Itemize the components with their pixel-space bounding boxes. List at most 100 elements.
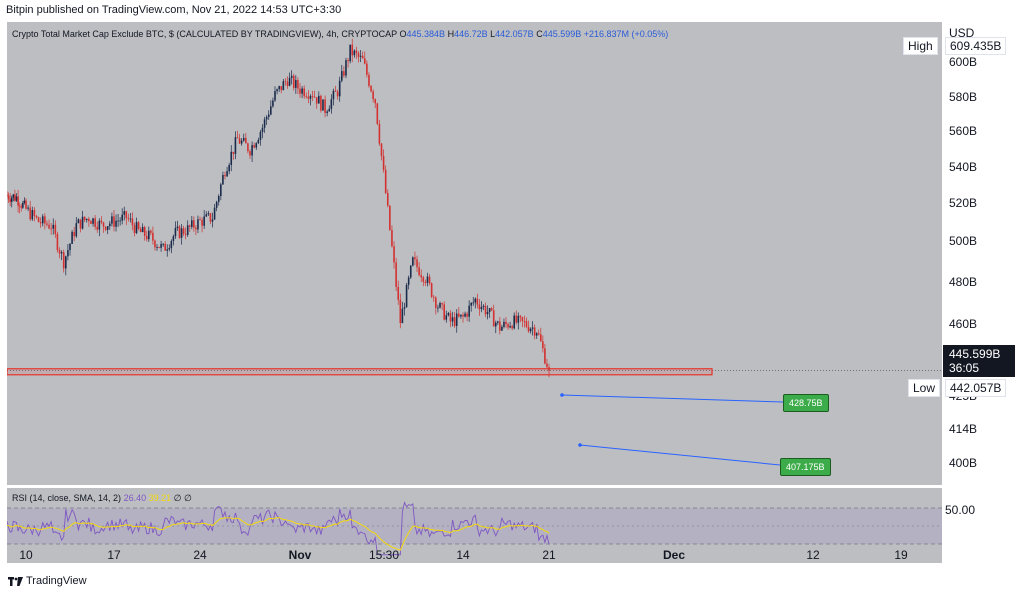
candle-body xyxy=(60,252,63,254)
candle-body xyxy=(519,315,522,318)
candle-body xyxy=(284,81,287,83)
candle-body xyxy=(98,220,101,230)
candle-body xyxy=(77,219,80,224)
support-zone xyxy=(7,368,713,376)
candle-body xyxy=(184,233,187,235)
candles-layer xyxy=(7,38,550,378)
candle-body xyxy=(340,71,343,81)
candle-body xyxy=(305,96,308,97)
y-tick: 560B xyxy=(949,124,978,138)
high-tag-label: High xyxy=(903,37,938,55)
rsi-empty2: ∅ xyxy=(184,493,192,503)
candle-body xyxy=(328,108,331,112)
candle-body xyxy=(15,196,18,201)
candle-body xyxy=(172,236,175,241)
candle-body xyxy=(10,197,13,202)
candle-body xyxy=(542,341,544,349)
candle-body xyxy=(83,216,86,221)
candle-body xyxy=(441,303,443,305)
candle-body xyxy=(166,249,169,251)
candle-body xyxy=(484,305,487,315)
candle-body xyxy=(213,207,216,220)
candle-body xyxy=(240,140,243,144)
footer-brand[interactable]: TradingView xyxy=(8,575,87,587)
candle-body xyxy=(27,207,29,209)
candle-body xyxy=(14,194,16,201)
candle-body xyxy=(474,298,477,303)
x-tick: 15:30 xyxy=(368,548,400,562)
candle-body xyxy=(311,95,314,97)
candle-body xyxy=(470,302,472,306)
low-tag-value: 442.057B xyxy=(945,379,1007,397)
candle-body xyxy=(135,222,138,234)
candle-body xyxy=(307,96,310,99)
candle-body xyxy=(515,315,518,323)
candle-body xyxy=(113,216,115,227)
candle-body xyxy=(418,267,420,276)
candle-body xyxy=(226,171,228,177)
price-axis[interactable] xyxy=(942,22,1015,563)
candle-body xyxy=(203,216,205,226)
change-value: +216.837M (+0.05%) xyxy=(583,29,669,39)
candle-body xyxy=(503,321,505,327)
x-tick: 14 xyxy=(456,548,470,562)
candle-body xyxy=(65,256,67,269)
chart-frame[interactable] xyxy=(7,22,1015,568)
candle-body xyxy=(67,250,69,257)
candle-body xyxy=(94,218,96,227)
candle-body xyxy=(100,220,103,223)
candle-body xyxy=(119,220,121,222)
candle-body xyxy=(486,312,489,315)
current-price-tag: 445.599B 36:05 xyxy=(943,345,1015,377)
candle-body xyxy=(359,55,362,57)
candle-body xyxy=(274,91,276,101)
candle-body xyxy=(494,322,497,327)
candle-body xyxy=(90,221,92,224)
candle-body xyxy=(131,218,134,226)
candle-body xyxy=(137,222,140,229)
candle-body xyxy=(139,228,142,233)
candle-body xyxy=(324,99,326,113)
target-label-2[interactable]: 407.175B xyxy=(780,458,831,476)
y-tick: 500B xyxy=(949,234,978,248)
candle-body xyxy=(18,205,21,207)
y-tick: 480B xyxy=(949,275,978,289)
tradingview-logo-icon xyxy=(8,576,23,586)
candle-body xyxy=(492,310,495,327)
rsi-axis-label: 50.00 xyxy=(945,503,976,517)
candle-body xyxy=(355,50,358,54)
candle-body xyxy=(292,75,295,88)
target-label-1[interactable]: 428.75B xyxy=(783,394,829,412)
candle-body xyxy=(145,235,148,240)
candle-body xyxy=(50,228,52,230)
candle-body xyxy=(451,317,454,322)
candle-body xyxy=(58,250,61,254)
candle-body xyxy=(52,224,55,229)
candle-body xyxy=(345,60,347,76)
rsi-legend: RSI (14, close, SMA, 14, 2) 26.40 39.21 … xyxy=(12,493,192,504)
candle-body xyxy=(236,137,239,139)
candle-body xyxy=(197,219,199,230)
candle-body xyxy=(33,209,36,216)
candle-body xyxy=(278,86,280,90)
candle-body xyxy=(111,216,113,224)
candle-body xyxy=(270,106,272,115)
candle-body xyxy=(309,95,312,99)
candle-body xyxy=(261,127,264,133)
candle-body xyxy=(445,315,448,320)
candle-body xyxy=(297,80,299,89)
candle-body xyxy=(527,326,530,332)
candle-body xyxy=(230,151,233,166)
candle-body xyxy=(476,298,479,305)
candle-body xyxy=(374,99,377,104)
rsi-value: 26.40 xyxy=(123,493,147,503)
rsi-label: RSI (14, close, SMA, 14, 2) xyxy=(12,493,122,503)
candle-body xyxy=(384,169,387,193)
candle-body xyxy=(29,207,31,220)
candle-body xyxy=(453,317,456,326)
candle-body xyxy=(403,307,406,309)
candle-body xyxy=(255,143,258,148)
candle-body xyxy=(405,284,408,308)
y-tick: 414B xyxy=(949,422,978,436)
candle-body xyxy=(295,80,297,88)
